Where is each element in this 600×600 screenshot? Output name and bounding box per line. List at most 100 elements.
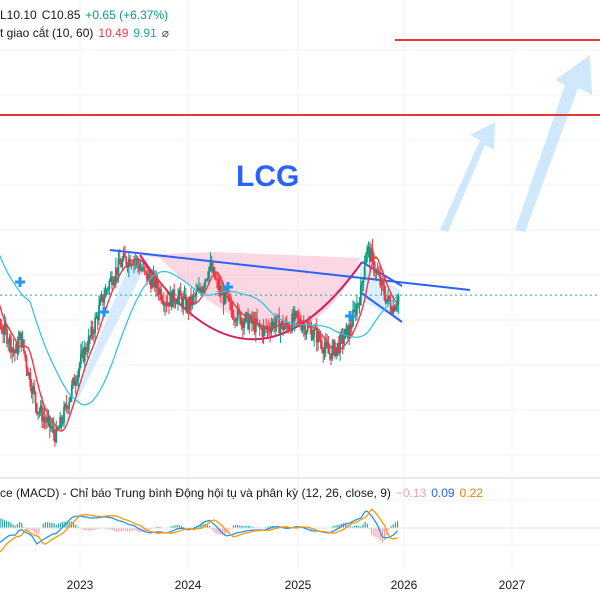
flag-top: [361, 261, 403, 287]
candle-body-273: [324, 341, 327, 348]
candle-body-161: [179, 290, 182, 297]
candle-body-173: [195, 291, 198, 297]
ma-fast-value: 10.49: [98, 26, 129, 40]
candle-body-269: [319, 339, 322, 343]
candle-body-83: [78, 364, 81, 371]
candle-body-313: [376, 270, 379, 274]
candle-body-124: [131, 264, 134, 266]
candle-body-68: [59, 417, 62, 429]
candle-body-271: [322, 349, 325, 354]
candle-body-189: [216, 278, 218, 280]
ma-label: t giao cắt (10, 60): [0, 26, 94, 40]
candle-body-72: [64, 404, 67, 408]
candle-body-143: [156, 277, 159, 289]
candle-body-190: [217, 279, 220, 290]
candle-body-37: [19, 332, 21, 340]
candle-body-150: [165, 303, 168, 306]
candle-body-35: [16, 344, 19, 353]
candle-body-59: [47, 416, 50, 419]
candle-body-158: [175, 303, 178, 305]
candle-body-255: [301, 326, 304, 330]
candle-body-119: [125, 257, 128, 265]
candle-body-73: [65, 404, 68, 408]
candle-body-153: [169, 292, 172, 307]
candle-body-115: [120, 264, 122, 268]
candle-body-324: [391, 309, 393, 314]
macd-line: [0, 510, 398, 545]
grid: [0, 0, 600, 570]
candle-body-133: [143, 267, 146, 271]
candle-body-325: [392, 306, 395, 314]
moving-averages: [0, 254, 398, 432]
candle-body-275: [327, 346, 330, 354]
candle-body-149: [164, 303, 167, 306]
candle-body-157: [174, 302, 177, 304]
candle-body-326: [393, 306, 396, 311]
candle-body-216: [251, 315, 253, 324]
cross-markers: [15, 277, 355, 321]
candle-body-102: [103, 297, 106, 303]
candle-body-320: [385, 299, 388, 303]
candle-body-288: [344, 329, 347, 339]
candle-body-290: [346, 325, 349, 338]
macd-value: 0.09: [431, 486, 455, 500]
candle-body-303: [363, 265, 366, 279]
candle-body-238: [279, 325, 282, 334]
candle-body-90: [87, 336, 90, 351]
candle-body-33: [13, 350, 16, 354]
candle-body-211: [244, 313, 247, 323]
candle-body-185: [210, 262, 213, 272]
candle-body-114: [118, 258, 121, 265]
cup-curve: [139, 254, 363, 341]
candle-body-257: [304, 324, 306, 335]
x-tick-2023: 2023: [66, 578, 94, 592]
candle-body-163: [182, 297, 185, 308]
candle-body-154: [170, 292, 173, 308]
candle-body-241: [283, 327, 286, 331]
candle-body-256: [302, 324, 305, 327]
candle-body-54: [41, 405, 43, 422]
candle-body-144: [157, 288, 160, 295]
candle-body-57: [44, 419, 47, 423]
candle-body-240: [282, 321, 284, 331]
candle-body-319: [384, 295, 387, 303]
candle-body-111: [114, 267, 117, 280]
candles: [0, 238, 400, 447]
candle-body-165: [184, 294, 187, 311]
arrow-up-1: [440, 122, 495, 232]
candle-body-91: [89, 336, 91, 338]
candle-body-278: [331, 345, 334, 360]
candle-body-182: [206, 277, 209, 280]
candle-body-29: [8, 336, 11, 343]
candle-body-131: [140, 268, 143, 271]
candle-body-152: [168, 302, 170, 307]
candle-body-209: [241, 320, 244, 328]
hide-icon[interactable]: ⌀: [161, 26, 170, 40]
candle-body-252: [297, 316, 300, 318]
signal-line: [0, 508, 398, 553]
candle-body-171: [192, 295, 195, 297]
candle-body-170: [191, 296, 194, 306]
candle-body-86: [82, 349, 85, 362]
candle-body-130: [139, 268, 142, 271]
candle-body-201: [231, 310, 234, 319]
candle-body-266: [315, 327, 318, 343]
candle-body-55: [42, 416, 45, 422]
candle-body-186: [212, 267, 214, 272]
candle-body-38: [20, 332, 23, 347]
x-tick-2027: 2027: [498, 578, 526, 592]
candle-body-60: [48, 416, 51, 428]
candle-body-104: [105, 289, 108, 291]
candle-body-299: [358, 303, 361, 306]
candle-body-308: [370, 248, 373, 262]
candle-body-283: [337, 342, 340, 354]
candle-body-298: [357, 303, 360, 305]
candle-body-179: [203, 285, 205, 288]
candle-body-93: [91, 326, 94, 334]
candle-body-281: [335, 347, 338, 357]
candle-body-52: [38, 411, 41, 413]
candle-body-79: [73, 377, 76, 386]
candle-body-198: [227, 296, 230, 301]
ohlc-close: C10.85: [41, 8, 81, 22]
